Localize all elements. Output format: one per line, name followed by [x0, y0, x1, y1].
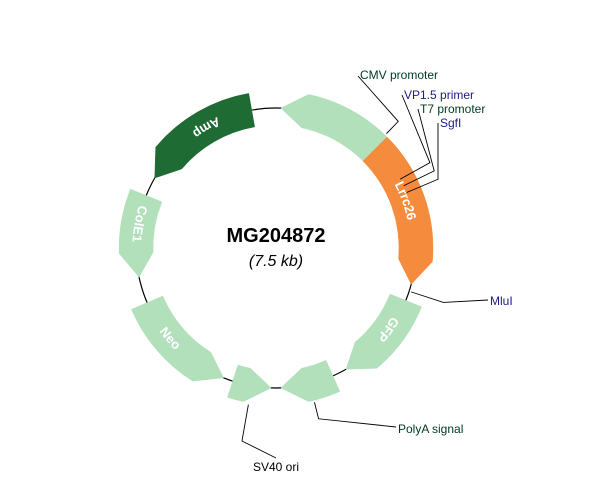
- leader-mluI: [411, 292, 488, 303]
- segment-polyA: [281, 360, 340, 401]
- label-vp15: VP1.5 primer: [404, 88, 474, 102]
- segment-sv40: [227, 365, 271, 402]
- label-polyA_l: PolyA signal: [398, 422, 463, 436]
- plasmid-size: (7.5 kb): [249, 253, 303, 270]
- label-cmv_prom: CMV promoter: [360, 68, 438, 82]
- label-mluI: MluI: [490, 294, 513, 308]
- leader-polyA_l: [314, 402, 396, 427]
- label-sgfI: SgfI: [440, 116, 461, 130]
- plasmid-title: MG204872: [227, 225, 326, 247]
- segment-lrrc26: [363, 137, 433, 284]
- label-sv40_l: SV40 ori: [253, 460, 299, 474]
- label-t7: T7 promoter: [420, 102, 485, 116]
- leader-sv40_l: [242, 405, 276, 458]
